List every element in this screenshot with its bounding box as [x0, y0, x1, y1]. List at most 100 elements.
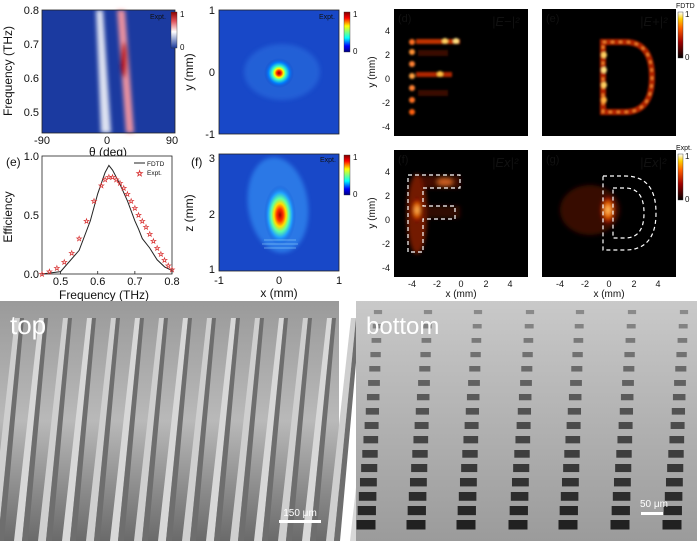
- expt-point: ☆: [39, 271, 45, 279]
- expt-point: ☆: [106, 174, 112, 182]
- map-xtick: -4: [556, 279, 564, 289]
- panel-f-map: (f) |Ex|²: [394, 150, 528, 277]
- expt-point: ☆: [150, 237, 156, 245]
- sem-pillar: [622, 380, 634, 386]
- expt-point: ☆: [113, 176, 119, 184]
- sem-pillar: [575, 310, 585, 315]
- sem-pillar: [466, 394, 480, 401]
- sem-pillar: [373, 310, 383, 315]
- map-xtick: 4: [655, 279, 660, 289]
- panel-a-xtick: 0: [104, 135, 110, 147]
- sem-top-scalebar: [279, 520, 321, 523]
- chart-x-tick-label: 0.6: [90, 276, 105, 288]
- sem-pillar: [457, 506, 476, 516]
- sem-wall-shadow: [94, 318, 120, 541]
- expt-point: ☆: [147, 230, 153, 238]
- sem-pillar: [406, 520, 426, 530]
- panel-f-map-field: |Ex|²: [492, 155, 519, 170]
- map-xtick: 0: [458, 279, 463, 289]
- sem-wall: [62, 318, 92, 541]
- chart-y-tick-label: 0.0: [24, 269, 39, 281]
- panel-b-focal-spot: [264, 58, 294, 88]
- panel-b-ytick: 1: [209, 5, 215, 17]
- sem-wall-shadow: [0, 318, 24, 541]
- sem-pillar: [668, 450, 684, 458]
- panel-c-legend: Expt.: [320, 157, 336, 164]
- sem-pillar: [514, 450, 530, 458]
- panel-b-colorbar: [343, 11, 351, 53]
- chart-legend-fdtd: FDTD: [147, 161, 165, 168]
- panel-a-ytick: 0.8: [24, 5, 39, 17]
- sem-pillar: [517, 408, 532, 415]
- sem-pillar: [612, 492, 631, 501]
- panel-a-xtick: 90: [166, 135, 178, 147]
- panel-e-map-colorbar-title: FDTD: [676, 3, 695, 10]
- sem-pillar: [508, 520, 528, 530]
- map-ytick: -2: [382, 98, 390, 108]
- expt-point: ☆: [109, 174, 115, 182]
- sem-pillar: [564, 450, 580, 458]
- panel-e-map: (e) |E+|² FDTD 1 0: [542, 3, 695, 136]
- panel-b-ytick: -1: [205, 129, 215, 141]
- sem-bottom-image: bottom 50 μm: [356, 301, 697, 541]
- sem-pillar: [419, 366, 431, 372]
- panel-c-xlabel: x (mm): [260, 286, 297, 300]
- sem-pillar: [570, 380, 582, 386]
- panel-c-colorbar: [343, 154, 351, 196]
- sem-pillar: [672, 394, 686, 401]
- sem-pillar: [464, 422, 479, 429]
- panel-d-letter-f-pattern: [409, 38, 460, 115]
- panel-a-ytick: 0.5: [24, 107, 39, 119]
- map-ytick: -4: [382, 263, 390, 273]
- map-ytick: 4: [385, 26, 390, 36]
- expt-point: ☆: [46, 268, 52, 276]
- panel-b: Expt. 1 0 1 0 -1 y (mm): [182, 5, 358, 141]
- panel-a-xtick: -90: [34, 135, 50, 147]
- panel-e-map-colorbar: [677, 11, 684, 59]
- sem-pillar: [369, 366, 381, 372]
- panel-c-colorbar-min: 0: [353, 190, 358, 199]
- panel-e-map-colorbar-min: 0: [685, 53, 690, 62]
- map-ytick: 2: [385, 50, 390, 60]
- sem-pillar: [468, 380, 480, 386]
- panel-b-ytick: 0: [209, 67, 215, 79]
- sem-pillar: [676, 352, 687, 358]
- sem-wall-shadow: [262, 318, 288, 541]
- panel-a-colorbar-max: 1: [180, 10, 185, 19]
- sem-pillar: [462, 450, 478, 458]
- chart-x-tick-label: 0.5: [53, 276, 68, 288]
- panel-e-letter-d-pattern: [600, 39, 656, 115]
- sem-pillar: [415, 408, 430, 415]
- sem-pillar: [523, 338, 534, 343]
- panel-d: (d) |E−|²: [394, 9, 528, 136]
- expt-point: ☆: [102, 176, 108, 184]
- sem-pillar: [625, 338, 636, 343]
- sem-pillar: [662, 520, 682, 530]
- sem-pillar: [675, 366, 687, 372]
- sem-pillar: [613, 478, 631, 487]
- sem-pillar: [356, 520, 376, 530]
- expt-point: ☆: [54, 265, 60, 273]
- panel-d-field: |E−|²: [492, 14, 520, 29]
- expt-point: ☆: [61, 259, 67, 267]
- panel-c-ytick: 1: [209, 264, 215, 276]
- sem-wall: [158, 318, 188, 541]
- sem-pillar: [359, 478, 377, 487]
- sem-pillar: [665, 478, 683, 487]
- sem-pillar: [671, 408, 686, 415]
- expt-point: ☆: [161, 256, 167, 264]
- panel-c-xtick: -1: [214, 275, 224, 287]
- sem-pillar: [561, 478, 579, 487]
- panel-a-ytick: 0.6: [24, 73, 39, 85]
- sem-pillar: [371, 338, 382, 343]
- sem-pillar: [463, 436, 479, 444]
- sem-pillar: [465, 408, 480, 415]
- sem-top-label: top: [10, 310, 46, 340]
- sem-pillar: [408, 492, 427, 501]
- chart-legend-expt: Expt.: [147, 170, 162, 177]
- sem-wall: [302, 318, 332, 541]
- sem-pillar: [421, 338, 432, 343]
- sem-pillar: [663, 506, 682, 516]
- map-xtick: 2: [631, 279, 636, 289]
- sem-pillar: [563, 464, 580, 473]
